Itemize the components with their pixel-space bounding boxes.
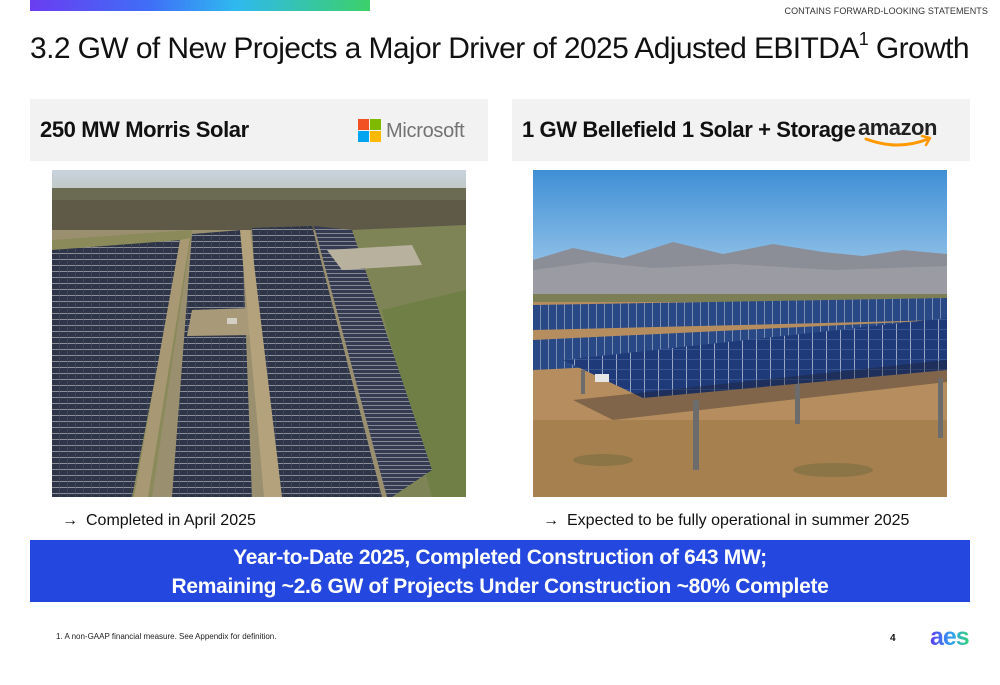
solar-farm-aerial-image [52, 170, 466, 497]
morris-solar-caption-text: Completed in April 2025 [86, 512, 256, 529]
microsoft-logo: Microsoft [358, 119, 465, 145]
solar-storage-ground-image [533, 170, 947, 497]
bellefield-caption-text: Expected to be fully operational in summ… [567, 512, 910, 529]
bellefield-ground-photo [533, 170, 947, 497]
banner-line-2: Remaining ~2.6 GW of Projects Under Cons… [171, 575, 829, 598]
title-footnote-marker: 1 [858, 29, 869, 49]
microsoft-wordmark: Microsoft [386, 120, 465, 142]
construction-summary-banner: Year-to-Date 2025, Completed Constructio… [30, 540, 970, 602]
morris-solar-aerial-photo [52, 170, 466, 497]
accent-gradient-bar [30, 0, 370, 11]
slide-title: 3.2 GW of New Projects a Major Driver of… [30, 29, 970, 66]
bellefield-header: 1 GW Bellefield 1 Solar + Storage amazon [512, 99, 970, 161]
banner-line-1: Year-to-Date 2025, Completed Constructio… [233, 546, 767, 569]
amazon-smile-icon [864, 134, 932, 147]
amazon-logo: amazon [858, 115, 942, 149]
footnote: 1. A non-GAAP financial measure. See App… [56, 632, 277, 641]
slide-title-suffix: Growth [868, 32, 970, 65]
arrow-right-icon: → [543, 512, 559, 529]
bellefield-caption: → Expected to be fully operational in sum… [543, 512, 909, 530]
aes-logo: aes [930, 623, 970, 651]
bellefield-title: 1 GW Bellefield 1 Solar + Storage [522, 117, 856, 142]
morris-solar-header: 250 MW Morris Solar Microsoft [30, 99, 488, 161]
microsoft-grid-icon [358, 119, 381, 142]
morris-solar-title: 250 MW Morris Solar [40, 117, 249, 142]
forward-looking-disclaimer: CONTAINS FORWARD-LOOKING STATEMENTS [784, 6, 988, 16]
arrow-right-icon: → [62, 512, 78, 529]
slide-title-text: 3.2 GW of New Projects a Major Driver of… [30, 32, 859, 65]
morris-solar-caption: → Completed in April 2025 [62, 512, 256, 530]
page-number: 4 [890, 633, 896, 644]
